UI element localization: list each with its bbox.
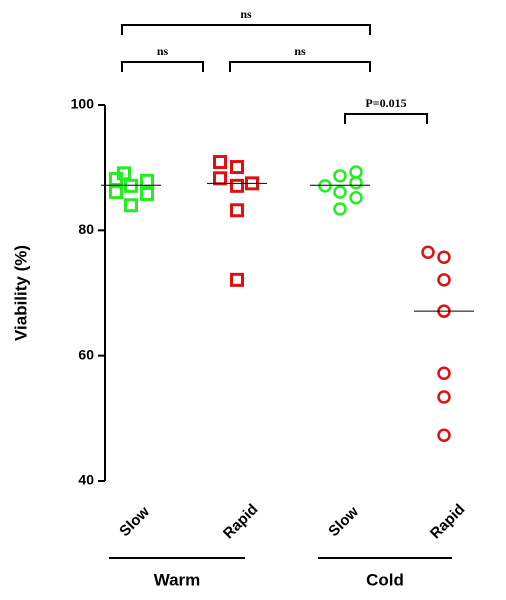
group-label: Cold: [366, 570, 404, 589]
data-point: [140, 173, 154, 188]
data-point: [349, 190, 363, 205]
data-point: [437, 273, 451, 287]
data-point: [230, 203, 244, 218]
y-tick-label: 40: [78, 472, 94, 488]
data-point: [230, 178, 244, 193]
bracket-label: ns: [157, 44, 169, 58]
bracket: [121, 61, 204, 72]
data-point: [124, 178, 138, 193]
bracket: [229, 61, 371, 72]
data-point: [349, 165, 363, 179]
data-point: [437, 250, 451, 265]
y-tick-label: 60: [78, 346, 94, 362]
group-label: Warm: [154, 570, 201, 589]
data-point: [140, 186, 154, 201]
bracket: [121, 24, 371, 35]
bracket-label: P=0.015: [365, 96, 406, 110]
x-tick-label: Slow: [116, 503, 153, 540]
data-point: [318, 179, 332, 193]
data-point: [437, 390, 451, 404]
data-point: [333, 169, 347, 183]
x-tick-label: Rapid: [220, 501, 261, 542]
data-point: [437, 428, 451, 443]
bracket-label: ns: [240, 7, 252, 21]
data-point: [421, 245, 435, 260]
y-axis-label: Viability (%): [11, 245, 30, 341]
data-point: [230, 160, 244, 175]
y-tick-label: 100: [71, 96, 95, 112]
data-point: [109, 171, 123, 186]
data-point: [213, 171, 227, 186]
data-point: [333, 185, 347, 199]
bracket: [344, 113, 428, 124]
x-tick-label: Rapid: [427, 501, 468, 542]
x-tick-label: Slow: [325, 503, 362, 540]
y-tick-label: 80: [78, 221, 94, 237]
bracket-label: ns: [294, 44, 306, 58]
data-point: [333, 202, 347, 216]
data-point: [213, 155, 227, 170]
data-point: [109, 185, 123, 200]
data-point: [437, 366, 451, 380]
data-point: [349, 175, 363, 190]
data-point: [124, 198, 138, 213]
data-point: [230, 272, 244, 287]
